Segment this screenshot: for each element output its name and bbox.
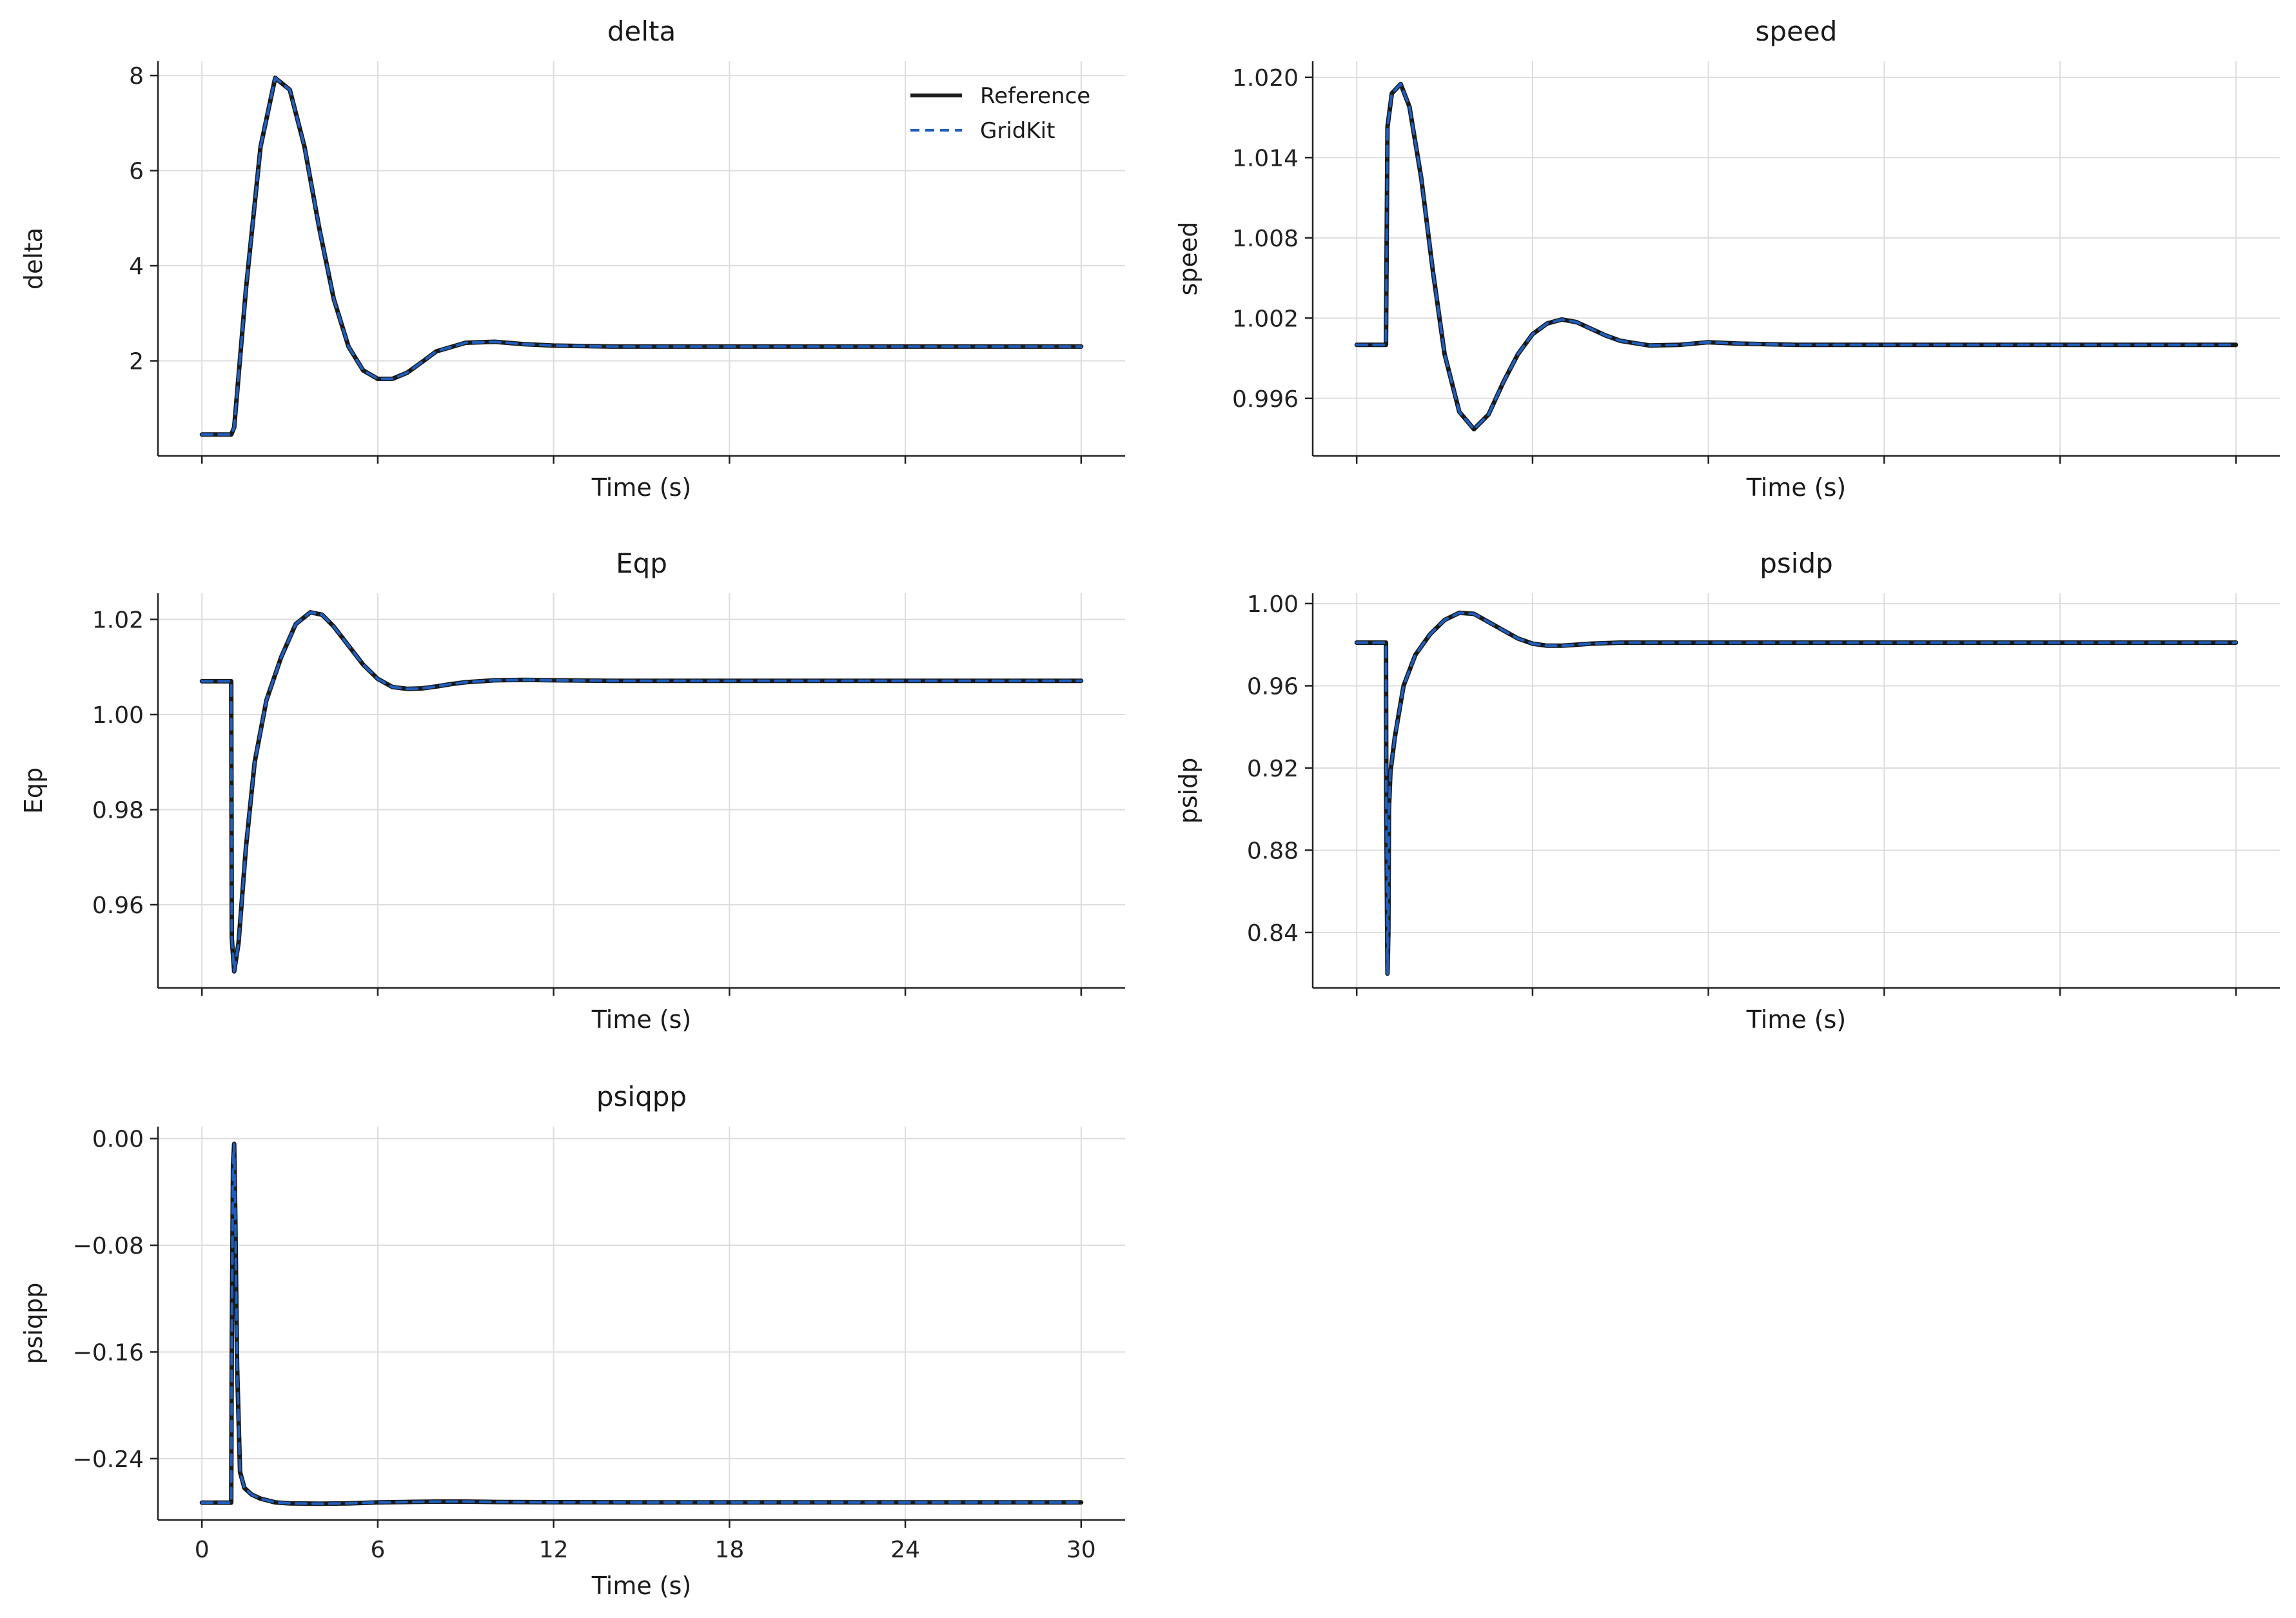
y-tick-label: −0.24 — [73, 1446, 144, 1473]
legend: Reference GridKit — [910, 83, 1090, 144]
legend-label-gridkit: GridKit — [980, 118, 1055, 144]
series-line-gridkit — [1355, 611, 2237, 975]
series-line-gridkit — [1355, 83, 2237, 431]
y-tick-label: 1.020 — [1232, 65, 1299, 92]
x-tick-label: 0 — [195, 1537, 210, 1563]
panel-psiqpp: 0 6 12 18 24 30 −0.24 −0.16 −0.08 0.00 psiqpp Time … — [19, 1081, 1125, 1600]
legend-label-reference: Reference — [980, 83, 1090, 109]
chart-title: speed — [1756, 15, 1838, 47]
y-tick-label: 1.00 — [92, 702, 144, 729]
y-tick-label: 1.00 — [1247, 591, 1299, 618]
y-tick-label: 0.84 — [1247, 920, 1299, 947]
y-tick-label: −0.16 — [73, 1339, 144, 1366]
chart-title: psiqpp — [596, 1081, 687, 1112]
panel-speed: 0.996 1.002 1.008 1.014 1.020 speed Time (s) sp… — [1174, 15, 2280, 502]
x-tick-label: 24 — [890, 1537, 920, 1563]
x-tick-label: 12 — [539, 1537, 569, 1563]
y-axis-label: Eqp — [19, 767, 48, 814]
series-line-gridkit — [201, 76, 1083, 436]
y-axis-label: psiqpp — [19, 1283, 48, 1365]
y-tick-label: 1.014 — [1232, 145, 1299, 172]
panel-psidp: 0.84 0.88 0.92 0.96 1.00 psidp Time (s) psidp — [1174, 548, 2280, 1034]
series-line-gridkit — [201, 1142, 1083, 1505]
x-axis-label: Time (s) — [591, 1572, 692, 1600]
chart-title: delta — [607, 15, 676, 47]
y-tick-label: 0.96 — [1247, 673, 1299, 700]
y-tick-label: 8 — [129, 63, 144, 90]
y-tick-label: 6 — [129, 159, 144, 185]
y-tick-label: 4 — [129, 253, 144, 280]
y-tick-label: 0.00 — [92, 1127, 144, 1153]
y-tick-label: −0.08 — [73, 1233, 144, 1259]
x-tick-label: 6 — [370, 1537, 385, 1563]
y-axis-label: delta — [19, 228, 48, 290]
x-axis-label: Time (s) — [591, 473, 692, 502]
x-axis-label: Time (s) — [591, 1005, 692, 1034]
y-axis-label: speed — [1174, 222, 1202, 296]
y-tick-label: 0.96 — [92, 893, 144, 919]
y-tick-label: 0.98 — [92, 797, 144, 824]
panel-Eqp: 0.96 0.98 1.00 1.02 Eqp Time (s) Eqp — [19, 548, 1125, 1034]
x-tick-label: 18 — [714, 1537, 744, 1563]
y-tick-label: 0.88 — [1247, 838, 1299, 864]
chart-title: Eqp — [616, 548, 667, 579]
y-tick-label: 1.008 — [1232, 226, 1299, 252]
series-line-gridkit — [201, 611, 1083, 973]
y-tick-label: 1.002 — [1232, 306, 1299, 332]
x-axis-label: Time (s) — [1746, 1005, 1847, 1034]
x-axis-label: Time (s) — [1746, 473, 1847, 502]
y-tick-label: 1.02 — [92, 607, 144, 634]
x-tick-label: 30 — [1066, 1537, 1096, 1563]
y-tick-label: 0.996 — [1232, 386, 1299, 413]
chart-title: psidp — [1760, 548, 1833, 579]
y-tick-label: 2 — [129, 349, 144, 375]
panel-delta: 2 4 6 8 delta Time (s) delta Reference GridKit — [19, 15, 1125, 502]
y-tick-label: 0.92 — [1247, 756, 1299, 782]
y-axis-label: psidp — [1174, 758, 1202, 824]
